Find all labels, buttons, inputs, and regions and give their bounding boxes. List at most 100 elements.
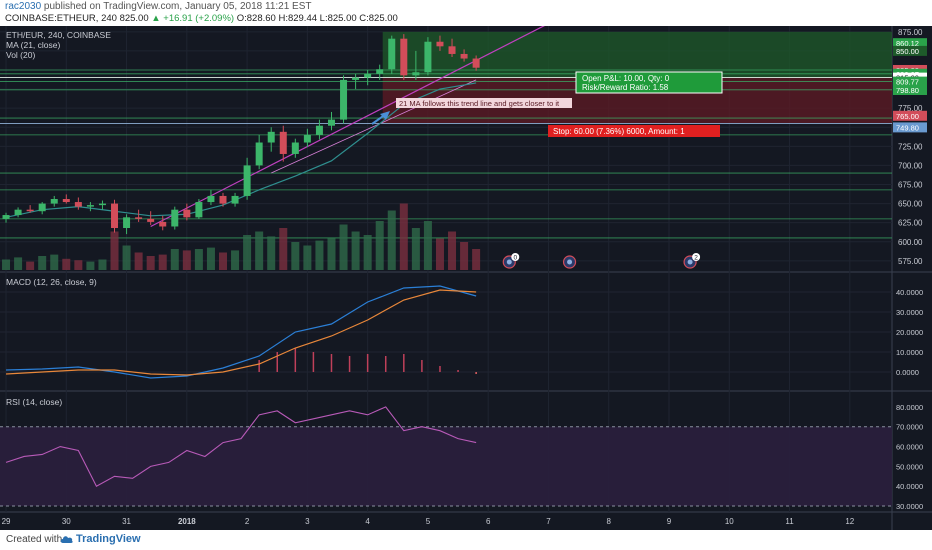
time-tick-label: 31 <box>122 517 131 526</box>
time-tick-label: 2 <box>245 517 250 526</box>
candle-body <box>135 217 143 219</box>
candle-body <box>171 209 179 227</box>
volume-bar <box>279 228 288 270</box>
volume-bar <box>399 203 408 270</box>
author-link[interactable]: rac2030 <box>5 1 42 12</box>
candle-body <box>195 202 203 218</box>
price-tick-label: 575.00 <box>898 257 923 266</box>
cloud-icon <box>60 536 73 543</box>
candle-body <box>147 218 155 222</box>
candle-body <box>2 215 10 219</box>
chart-canvas[interactable]: 575.00 600.00 625.00 650.00 675.00 700.00 725.… <box>0 4 932 530</box>
time-tick-label: 10 <box>725 517 734 526</box>
volume-bar <box>472 249 481 270</box>
candle-body <box>38 203 46 212</box>
volume-bar <box>38 256 47 270</box>
price-change: ▲ +16.91 (+2.09%) <box>151 13 235 24</box>
volume-bar <box>206 247 215 270</box>
created-with: Created with <box>6 534 63 545</box>
volume-bar <box>448 231 457 270</box>
macd-tick-label: 40.0000 <box>896 288 923 297</box>
rsi-legend: RSI (14, close) <box>6 397 62 407</box>
macd-line <box>6 285 477 379</box>
price-tag <box>893 122 927 133</box>
price-tag <box>893 84 927 95</box>
volume-bar <box>219 252 227 270</box>
tradingview-brand[interactable]: TradingView <box>76 533 141 545</box>
last-price: 825.00 <box>119 13 149 24</box>
rsi-tick-label: 60.0000 <box>896 443 923 452</box>
volume-bar <box>50 254 59 270</box>
price-tick-label: 700.00 <box>898 161 923 170</box>
footer: Created with TradingView <box>0 530 932 550</box>
main-legend-title: ETH/EUR, 240, COINBASE <box>6 30 111 40</box>
candle-body <box>291 142 299 154</box>
ma-legend: MA (21, close) <box>6 40 60 50</box>
chart-area[interactable]: 575.00 600.00 625.00 650.00 675.00 700.00 725.… <box>0 4 932 530</box>
rsi-tick-label: 40.0000 <box>896 482 923 491</box>
time-tick-label: 2018 <box>178 517 196 526</box>
event-count-badge <box>511 253 520 261</box>
volume-bar <box>351 231 360 270</box>
volume-bar <box>315 240 324 270</box>
price-tick-label: 650.00 <box>898 200 923 209</box>
time-tick-label: 9 <box>667 517 672 526</box>
event-count-badge <box>692 253 701 261</box>
event-count-label: 0 <box>513 255 517 262</box>
volume-bar <box>158 254 167 270</box>
time-tick-label: 30 <box>62 517 71 526</box>
candle-body <box>352 77 360 80</box>
volume-bar <box>243 235 252 270</box>
volume-bar <box>363 235 372 270</box>
volume-bar <box>194 249 203 270</box>
volume-bar <box>303 245 312 270</box>
volume-bar <box>2 259 11 270</box>
candle-body <box>340 79 348 120</box>
pnl-line2: Risk/Reward Ratio: 1.58 <box>582 83 669 92</box>
price-tick-label: 875.00 <box>898 28 923 37</box>
candle-body <box>400 38 408 76</box>
candle-body <box>98 203 106 206</box>
macd-tick-label: 10.0000 <box>896 348 923 357</box>
candle-body <box>86 205 94 207</box>
event-marker-dot <box>687 259 693 265</box>
candle-body <box>327 119 335 126</box>
price-tag <box>893 76 927 87</box>
candle-body <box>123 217 131 229</box>
price-tag-label: 798.80 <box>896 86 919 95</box>
macd-legend: MACD (12, 26, close, 9) <box>6 277 97 287</box>
price-tag-label: 765.00 <box>896 112 919 121</box>
rsi-line <box>5 406 477 487</box>
event-marker-dot <box>567 259 573 265</box>
rsi-band <box>0 426 892 507</box>
publish-header: rac2030 published on TradingView.com, Ja… <box>0 0 932 26</box>
trend-note: 21 MA follows this trend line and gets c… <box>399 99 560 108</box>
volume-bar <box>411 228 420 270</box>
volume-bar <box>146 256 155 270</box>
volume-bar <box>460 242 469 270</box>
trend-arrow-head <box>380 111 390 120</box>
ma-21-line <box>5 82 477 218</box>
price-tag <box>893 45 927 56</box>
profit-zone <box>382 31 892 78</box>
volume-bar <box>86 261 95 270</box>
price-tag <box>893 38 927 49</box>
volume-bar <box>62 258 71 270</box>
volume-bar <box>255 231 264 270</box>
volume-bar <box>122 245 131 270</box>
candle-body <box>219 195 227 204</box>
time-tick-label: 6 <box>486 517 491 526</box>
volume-bar <box>74 260 83 270</box>
macd-tick-label: 0.0000 <box>896 368 919 377</box>
volume-bar <box>339 224 348 270</box>
event-count-label: 2 <box>694 255 698 262</box>
candle-body <box>14 209 22 216</box>
pnl-box[interactable] <box>575 71 723 94</box>
volume-bar <box>327 238 336 270</box>
price-tag-label: 809.77 <box>896 78 919 87</box>
stop-box[interactable] <box>548 125 720 137</box>
time-tick-label: 12 <box>845 517 854 526</box>
candle-body <box>460 53 468 59</box>
candle-body <box>412 72 420 76</box>
time-tick-label: 29 <box>2 517 11 526</box>
